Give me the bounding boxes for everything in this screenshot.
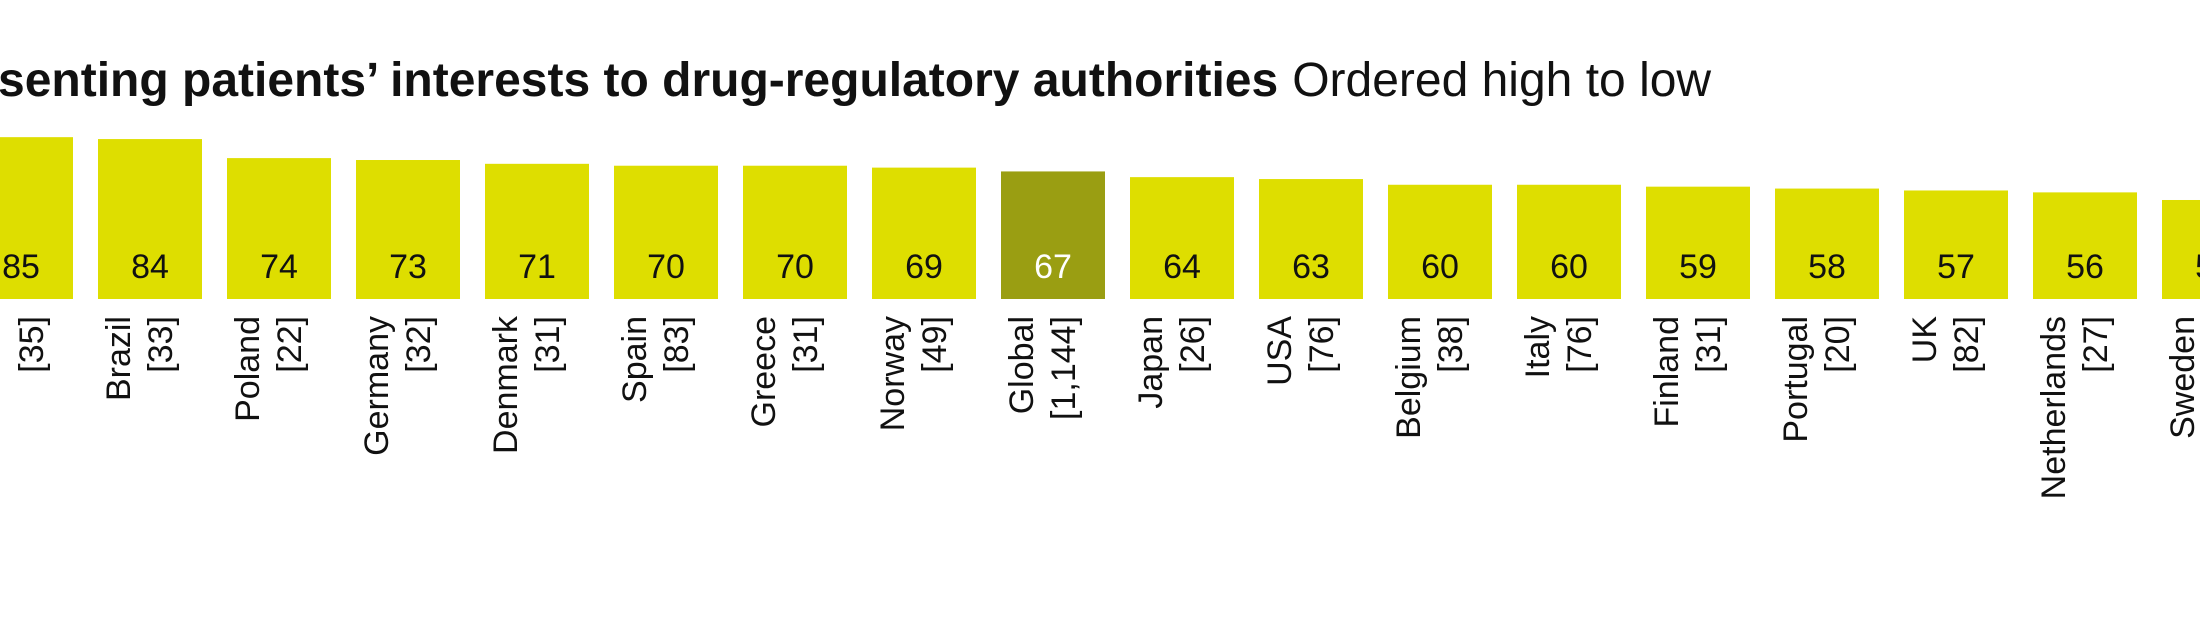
value-label: 58 [1808,248,1846,286]
bar [2162,199,2200,299]
category-label: Netherlands [2035,316,2073,499]
sample-size-label: [31] [787,316,825,373]
category-label: Germany [358,316,396,456]
bar [485,163,589,299]
value-label: 52 [2195,248,2200,286]
value-label: 70 [647,248,685,286]
sample-size-label: [35] [13,316,51,373]
category-label: Italy [1519,316,1557,378]
bar [98,139,202,299]
bar [1775,188,1879,299]
value-label: 85 [2,248,40,286]
value-label: 73 [389,248,427,286]
sample-size-label: [26] [1174,316,1212,373]
sample-size-label: [31] [1690,316,1728,373]
category-label: USA [1261,316,1299,386]
bar [2033,192,2137,299]
chart-title: senting patients’ interests to drug-regu… [0,54,1278,107]
value-label: 60 [1550,248,1588,286]
category-label: UK [1906,316,1944,364]
bar [356,160,460,299]
sample-size-label: [31] [529,316,567,373]
category-label: Finland [1648,316,1686,428]
category-label: Japan [1132,316,1170,409]
sample-size-label: [49] [916,316,954,373]
category-label: Poland [229,316,267,422]
bar [1646,186,1750,299]
sample-size-label: [20] [1819,316,1857,373]
bar [227,158,331,299]
value-label: 56 [2066,248,2104,286]
bar [1001,171,1105,299]
bar [743,165,847,299]
sample-size-label: [27] [2077,316,2115,373]
sample-size-label: [83] [658,316,696,373]
category-label: Belgium [1390,316,1428,439]
chart-heading: senting patients’ interests to drug-regu… [0,54,1711,107]
bar [1904,190,2008,299]
value-label: 60 [1421,248,1459,286]
value-label: 71 [518,248,556,286]
value-label: 84 [131,248,169,286]
bar [1130,177,1234,299]
sample-size-label: [76] [1561,316,1599,373]
sample-size-label: [76] [1303,316,1341,373]
value-label: 59 [1679,248,1717,286]
sample-size-label: [22] [271,316,309,373]
bar [1259,179,1363,299]
category-label: Portugal [1777,316,1815,443]
bar [872,167,976,299]
category-label: Denmark [487,315,525,454]
value-label: 70 [776,248,814,286]
value-label: 74 [260,248,298,286]
value-label: 67 [1034,248,1072,286]
category-label: Spain [616,316,654,403]
bar [1517,184,1621,299]
category-label: Greece [745,316,783,428]
category-label: Global [1003,316,1041,414]
value-label: 57 [1937,248,1975,286]
value-label: 63 [1292,248,1330,286]
sample-size-label: [1,144] [1045,316,1083,420]
bar [1388,184,1492,299]
sample-size-label: [33] [142,316,180,373]
value-label: 64 [1163,248,1201,286]
bar [0,137,73,299]
bar [614,165,718,299]
sample-size-label: [32] [400,316,438,373]
sample-size-label: [82] [1948,316,1986,373]
sample-size-label: [38] [1432,316,1470,373]
category-label: Brazil [100,316,138,401]
value-label: 69 [905,248,943,286]
chart-subtitle: Ordered high to low [1292,54,1711,107]
category-label: Norway [874,316,912,431]
category-label: Sweden [2164,316,2200,439]
